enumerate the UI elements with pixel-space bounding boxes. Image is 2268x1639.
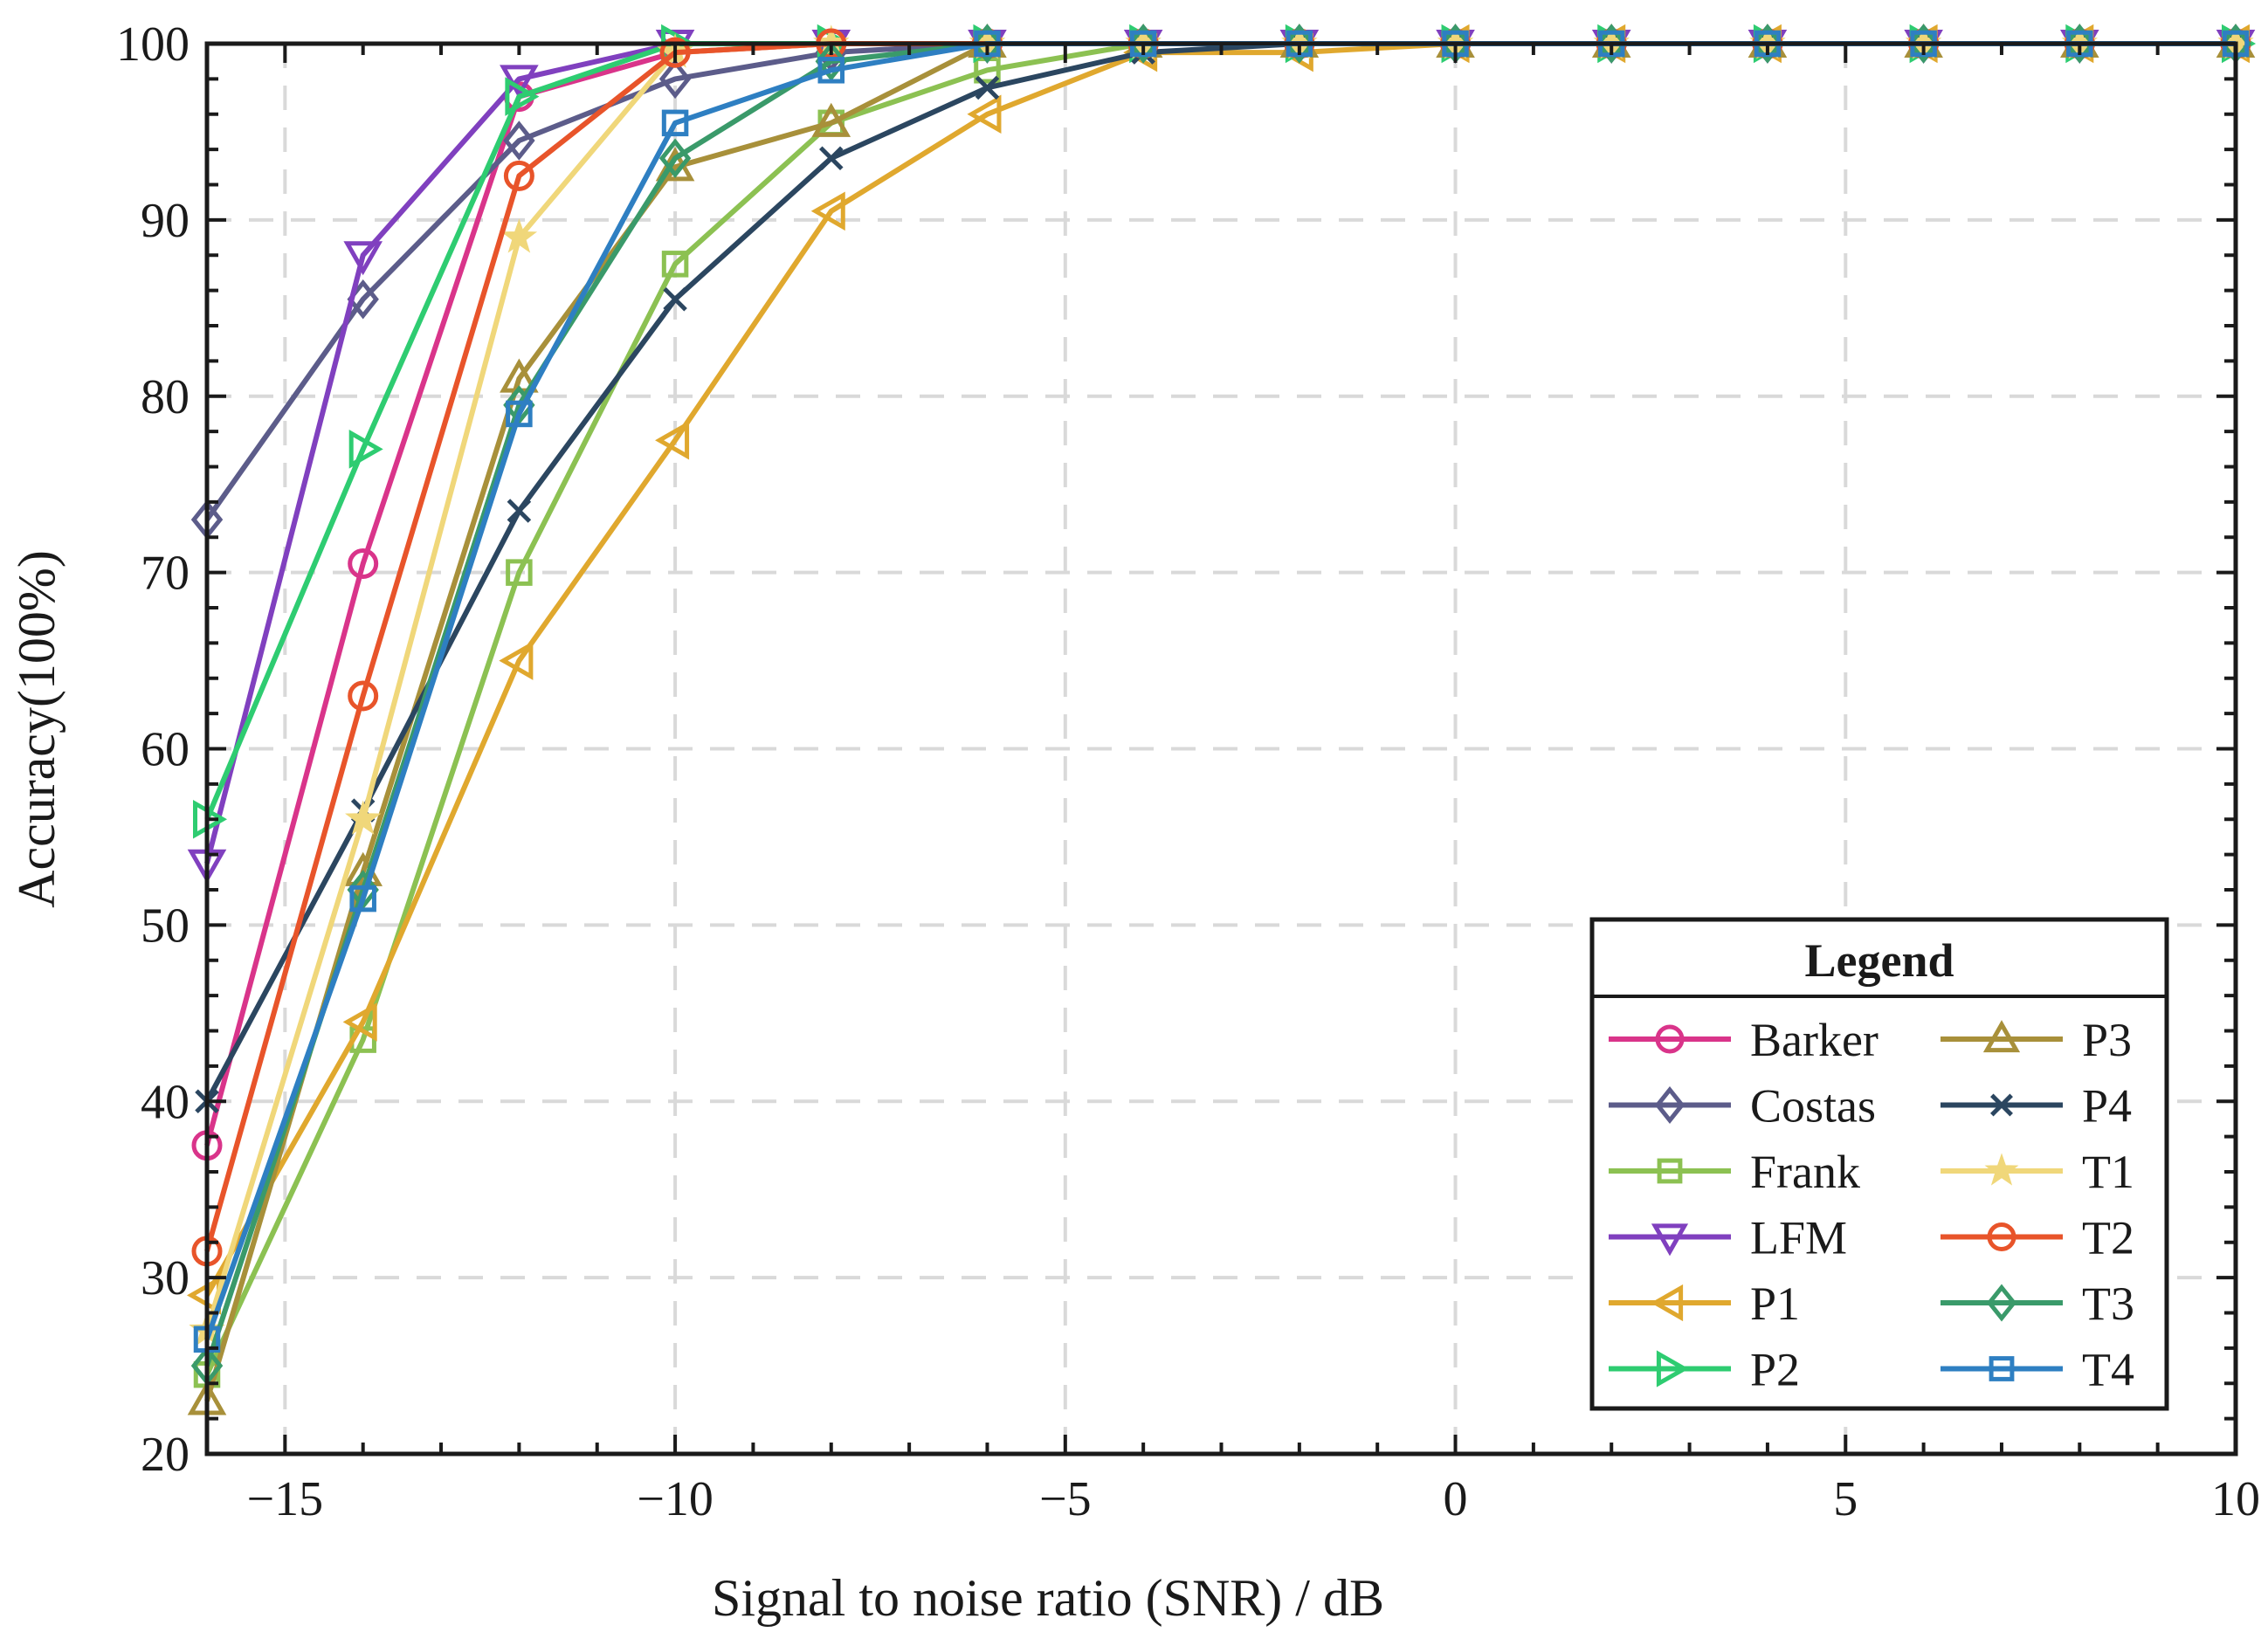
data-point-t3-3: [658, 138, 692, 178]
legend-label-p2: P2: [1750, 1344, 1800, 1396]
y-tick-label-7: 90: [141, 194, 190, 248]
data-point-p1-1: [342, 1002, 377, 1042]
data-point-frank-2: [506, 559, 533, 586]
legend-label-costas: Costas: [1750, 1080, 1876, 1133]
y-tick-label-3: 50: [141, 899, 190, 953]
x-tick-label-0: −15: [247, 1472, 324, 1526]
x-tick-label-4: 5: [1833, 1472, 1858, 1526]
legend-marker-costas: [1654, 1085, 1685, 1125]
data-point-p1-2: [499, 641, 534, 680]
legend-box: [1589, 917, 2169, 1411]
x-tick-label-2: −5: [1039, 1472, 1092, 1526]
data-point-t4-2: [506, 400, 533, 428]
data-point-t2-2: [503, 160, 534, 191]
data-point-t4-4: [817, 57, 845, 84]
legend-label-frank: Frank: [1750, 1146, 1860, 1198]
x-tick-label-1: −10: [637, 1472, 713, 1526]
x-axis-label: Signal to noise ratio (SNR) / dB: [712, 1569, 1384, 1627]
data-point-barker-1: [348, 548, 379, 580]
legend-item-t2: T2: [1941, 1212, 2134, 1264]
data-point-lfm-1: [343, 241, 383, 276]
legend-marker-lfm: [1651, 1223, 1689, 1257]
legend-label-t2: T2: [2082, 1212, 2134, 1264]
legend-item-t1: T1: [1941, 1146, 2134, 1198]
data-point-t2-1: [348, 680, 379, 712]
x-tick-label-3: 0: [1444, 1472, 1468, 1526]
data-point-costas-2: [503, 121, 535, 161]
legend-marker-p4: [1990, 1093, 2013, 1117]
y-tick-label-2: 40: [141, 1075, 190, 1129]
legend-label-p3: P3: [2082, 1014, 2132, 1066]
y-tick-label-0: 20: [141, 1428, 190, 1482]
y-tick-label-8: 100: [116, 17, 190, 72]
legend-label-t3: T3: [2082, 1277, 2134, 1330]
data-point-t3-4: [815, 41, 847, 81]
y-axis-label: Accuracy(100%): [8, 550, 65, 908]
legend-item-p4: P4: [1941, 1080, 2132, 1133]
y-tick-label-5: 70: [141, 547, 190, 601]
legend-item-t3: T3: [1941, 1277, 2134, 1330]
data-point-p3-4: [811, 102, 851, 137]
data-point-p4-3: [663, 286, 687, 312]
legend-title: Legend: [1804, 934, 1954, 987]
legend-marker-t2: [1987, 1222, 2016, 1251]
legend: Legend Barker Costas Frank LFM P1 P2 P3 P4 T1 T2 T…: [1589, 917, 2169, 1411]
legend-marker-t3: [1986, 1284, 2017, 1322]
data-point-p2-1: [348, 430, 383, 469]
data-point-t3-11: [1907, 24, 1940, 64]
data-point-t4-3: [661, 109, 689, 137]
legend-marker-t1: [1984, 1153, 2019, 1186]
data-point-t1-1: [345, 800, 382, 835]
legend-label-barker: Barker: [1750, 1014, 1879, 1066]
legend-item-lfm: LFM: [1609, 1212, 1847, 1264]
legend-label-t1: T1: [2082, 1146, 2134, 1198]
y-tick-label-4: 60: [141, 723, 190, 777]
legend-marker-barker: [1655, 1024, 1685, 1054]
data-point-p1-3: [655, 420, 690, 460]
axes: −15 −10 −5 0 5 10 20 30 40 50 60 70 80 90 100: [116, 17, 2260, 1526]
legend-marker-p3: [1982, 1020, 2021, 1053]
data-point-p1-5: [967, 94, 1002, 134]
data-point-p1-4: [810, 191, 845, 231]
legend-item-p1: P1: [1609, 1277, 1800, 1330]
legend-label-p1: P1: [1750, 1277, 1800, 1330]
legend-label-p4: P4: [2082, 1080, 2132, 1133]
legend-item-barker: Barker: [1609, 1014, 1879, 1066]
y-tick-label-6: 80: [141, 370, 190, 424]
data-point-t3-5: [971, 24, 1003, 64]
data-point-costas-3: [658, 59, 692, 100]
legend-item-p3: P3: [1941, 1014, 2132, 1066]
data-point-frank-3: [661, 251, 689, 278]
legend-marker-frank: [1657, 1158, 1683, 1184]
data-point-t3-7: [1283, 24, 1316, 64]
x-tick-label-5: 10: [2211, 1472, 2260, 1526]
legend-item-costas: Costas: [1609, 1080, 1876, 1133]
data-point-t3-12: [2064, 24, 2096, 64]
legend-items: Barker Costas Frank LFM P1 P2 P3 P4 T1 T2 T3 T4: [1609, 1014, 2134, 1396]
data-point-t2-3: [659, 37, 691, 68]
data-point-t3-10: [1751, 24, 1784, 64]
legend-label-t4: T4: [2082, 1344, 2134, 1396]
legend-item-p2: P2: [1609, 1344, 1800, 1396]
legend-marker-t4: [1989, 1356, 2015, 1381]
data-point-p2-2: [505, 77, 540, 116]
legend-item-frank: Frank: [1609, 1146, 1860, 1198]
data-point-p4-5: [975, 75, 1000, 100]
legend-marker-p2: [1656, 1350, 1689, 1388]
legend-label-lfm: LFM: [1750, 1212, 1847, 1264]
data-point-t3-6: [1127, 24, 1160, 64]
y-tick-label-1: 30: [141, 1251, 190, 1305]
data-point-p4-2: [507, 499, 532, 523]
data-point-t1-2: [500, 218, 538, 253]
data-point-p4-4: [819, 146, 844, 170]
legend-item-t4: T4: [1941, 1344, 2134, 1396]
data-point-t3-9: [1596, 24, 1628, 64]
legend-marker-p1: [1651, 1284, 1684, 1322]
data-point-t4-1: [349, 885, 376, 912]
